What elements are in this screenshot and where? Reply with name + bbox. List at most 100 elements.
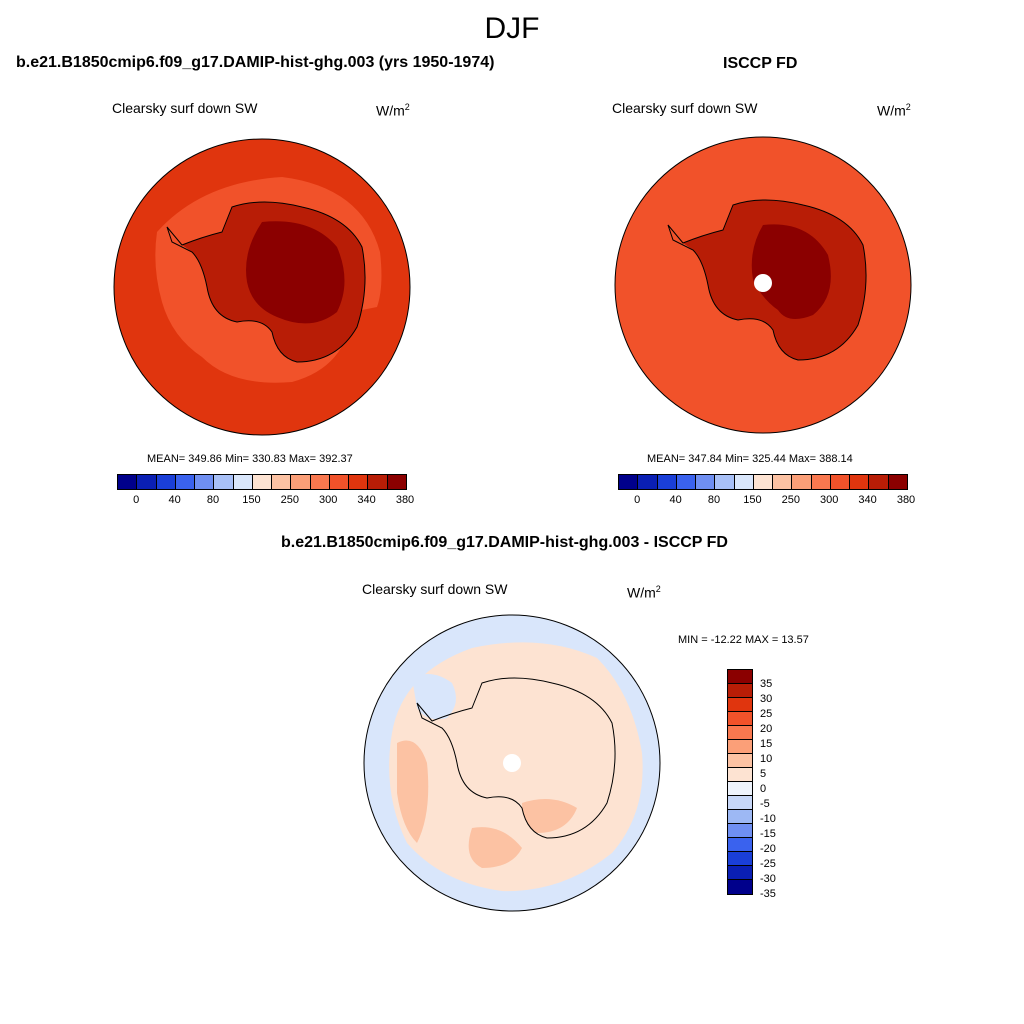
colorbar-tick-label: 380	[395, 494, 415, 506]
colorbar-tick-label: 30	[760, 693, 773, 705]
colorbar-tick-label: 300	[820, 494, 839, 506]
colorbar-tick-label: -25	[760, 858, 776, 870]
colorbar-swatch	[387, 475, 406, 489]
model-polar-map	[113, 138, 411, 436]
colorbar-tick-label: 20	[760, 723, 773, 735]
model-panel-title: b.e21.B1850cmip6.f09_g17.DAMIP-hist-ghg.…	[16, 54, 495, 71]
diff-blue-patch	[412, 674, 456, 720]
colorbar-swatch	[657, 475, 677, 489]
colorbar-swatch	[638, 475, 658, 489]
colorbar-tick-label: -10	[760, 813, 776, 825]
obs-antarctica-interior	[751, 224, 831, 319]
colorbar-tick-label: 25	[760, 708, 773, 720]
colorbar-swatch	[753, 475, 774, 489]
colorbar-tick-label: 300	[319, 494, 338, 506]
colorbar-swatch	[676, 475, 697, 489]
obs-polar-map	[614, 136, 912, 434]
colorbar-tick-label: 250	[280, 494, 299, 506]
colorbar-swatch	[734, 475, 754, 489]
model-colorbar	[117, 474, 407, 490]
colorbar-swatch	[728, 768, 752, 782]
colorbar-swatch	[368, 475, 388, 489]
colorbar-tick-label: 0	[133, 494, 140, 506]
colorbar-swatch	[869, 475, 889, 489]
colorbar-swatch	[728, 810, 752, 824]
colorbar-swatch	[728, 852, 752, 866]
obs-stats-label: MEAN= 347.84 Min= 325.44 Max= 388.14	[647, 453, 853, 465]
colorbar-swatch	[728, 740, 752, 754]
colorbar-swatch	[619, 475, 639, 489]
colorbar-tick-label: 80	[707, 494, 721, 506]
colorbar-swatch	[773, 475, 793, 489]
colorbar-swatch	[728, 796, 752, 810]
colorbar-swatch	[888, 475, 907, 489]
colorbar-tick-label: -15	[760, 828, 776, 840]
colorbar-swatch	[291, 475, 311, 489]
obs-panel-title: ISCCP FD	[723, 55, 798, 72]
model-variable-label: Clearsky surf down SW	[112, 100, 258, 116]
colorbar-swatch	[118, 475, 138, 489]
obs-colorbar-ticks: 0 40 80 150 250 300 340 380	[618, 494, 915, 508]
colorbar-swatch	[728, 726, 752, 740]
obs-missing-pole	[754, 274, 772, 292]
colorbar-tick-label: 40	[669, 494, 682, 506]
colorbar-tick-label: 80	[206, 494, 220, 506]
model-units-label: W/m2	[376, 102, 410, 119]
obs-units-label: W/m2	[877, 102, 911, 119]
colorbar-swatch	[696, 475, 716, 489]
diff-coastline	[416, 677, 616, 839]
diff-warm-patch-1	[397, 740, 429, 843]
colorbar-tick-label: 35	[760, 678, 773, 690]
colorbar-swatch	[811, 475, 831, 489]
diff-map-border	[363, 614, 661, 912]
colorbar-swatch	[233, 475, 253, 489]
colorbar-swatch	[252, 475, 273, 489]
colorbar-tick-label: -35	[760, 888, 776, 900]
diff-panel-title: b.e21.B1850cmip6.f09_g17.DAMIP-hist-ghg.…	[281, 534, 728, 551]
colorbar-swatch	[830, 475, 851, 489]
obs-map-border	[614, 136, 912, 434]
colorbar-tick-label: 150	[242, 494, 261, 506]
model-map-border	[113, 138, 411, 436]
colorbar-swatch	[850, 475, 870, 489]
diff-polar-map	[363, 614, 661, 912]
colorbar-swatch	[728, 698, 752, 712]
colorbar-swatch	[137, 475, 157, 489]
colorbar-tick-label: 250	[781, 494, 800, 506]
diff-variable-label: Clearsky surf down SW	[362, 581, 508, 597]
model-stats-label: MEAN= 349.86 Min= 330.83 Max= 392.37	[147, 453, 353, 465]
colorbar-swatch	[329, 475, 350, 489]
colorbar-tick-label: 340	[357, 494, 376, 506]
colorbar-swatch	[715, 475, 735, 489]
model-antarctica-interior	[246, 221, 345, 324]
colorbar-tick-label: 10	[760, 753, 773, 765]
colorbar-tick-label: -5	[760, 798, 770, 810]
colorbar-tick-label: 150	[743, 494, 762, 506]
figure-title: DJF	[484, 12, 540, 45]
obs-coastline	[667, 199, 867, 361]
colorbar-tick-label: -20	[760, 843, 776, 855]
colorbar-swatch	[156, 475, 176, 489]
model-coastline	[166, 201, 366, 363]
colorbar-swatch	[272, 475, 292, 489]
diff-warm-patch-2	[468, 827, 522, 868]
colorbar-swatch	[728, 712, 752, 726]
colorbar-swatch	[195, 475, 215, 489]
colorbar-swatch	[728, 880, 752, 894]
colorbar-swatch	[728, 754, 752, 768]
colorbar-tick-label: 5	[760, 768, 767, 780]
colorbar-swatch	[310, 475, 330, 489]
model-colorbar-ticks: 0 40 80 150 250 300 340 380	[117, 494, 414, 508]
colorbar-swatch	[175, 475, 196, 489]
colorbar-swatch	[728, 670, 752, 684]
diff-warm-patch-3	[522, 799, 577, 833]
colorbar-tick-label: 0	[634, 494, 641, 506]
colorbar-tick-label: 340	[858, 494, 877, 506]
colorbar-tick-label: -30	[760, 873, 776, 885]
diff-missing-pole	[503, 754, 521, 772]
colorbar-swatch	[728, 684, 752, 698]
colorbar-tick-label: 0	[760, 783, 767, 795]
colorbar-swatch	[792, 475, 812, 489]
colorbar-swatch	[214, 475, 234, 489]
diff-colorbar-ticks: 35 30 25 20 15 10 5 0 -5 -10 -15 -20 -25 -30 -35	[760, 669, 800, 909]
